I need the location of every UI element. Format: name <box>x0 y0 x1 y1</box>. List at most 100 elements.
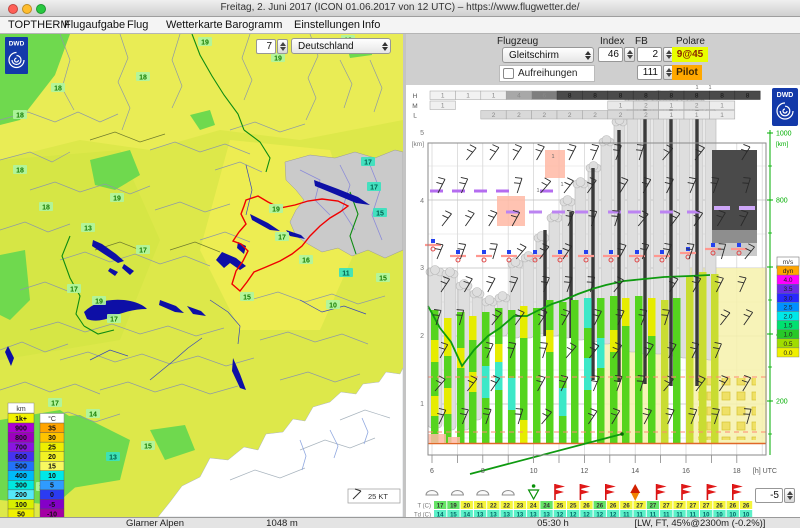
svg-text:18: 18 <box>16 168 24 175</box>
svg-text:200: 200 <box>776 399 788 406</box>
svg-text:15: 15 <box>48 464 56 471</box>
svg-text:8: 8 <box>593 93 597 100</box>
svg-text:27: 27 <box>703 504 710 510</box>
svg-text:15: 15 <box>379 276 387 283</box>
map-zoom-stepper-value[interactable]: 7 <box>256 39 276 54</box>
index-stepper[interactable] <box>624 47 635 62</box>
svg-text:27: 27 <box>676 504 683 510</box>
fb-field[interactable]: 2 <box>637 47 662 62</box>
svg-text:4: 4 <box>420 198 424 205</box>
menu-flugaufgabe[interactable]: Flugaufgabe <box>64 19 125 31</box>
svg-text:25: 25 <box>48 444 56 451</box>
svg-text:0.0: 0.0 <box>783 350 792 357</box>
pilot-badge[interactable]: Pilot <box>672 65 702 80</box>
svg-text:17: 17 <box>139 248 147 255</box>
status-duration: 05:30 h <box>513 518 593 528</box>
svg-text:800: 800 <box>15 435 27 442</box>
svg-text:1: 1 <box>708 85 711 91</box>
offset-field[interactable]: -5 <box>755 488 783 503</box>
svg-text:23: 23 <box>517 504 524 510</box>
svg-text:5: 5 <box>50 483 54 490</box>
svg-text:8: 8 <box>720 93 724 100</box>
menu-toptherm[interactable]: TOPTHERM <box>8 19 70 31</box>
svg-text:2.5: 2.5 <box>783 304 792 311</box>
aircraft-select-dropdown[interactable]: Gleitschirm <box>502 47 594 63</box>
toptherm-diagram[interactable]: 11111HML11146888888881121212222222111543… <box>406 85 800 517</box>
menu-flug[interactable]: Flug <box>127 19 148 31</box>
svg-text:800: 800 <box>776 198 788 205</box>
svg-text:3.0: 3.0 <box>783 295 792 302</box>
svg-text:25 KT: 25 KT <box>368 492 388 501</box>
thermal-map[interactable]: DWD 25 KT 191918181818181819131717191719… <box>0 34 403 517</box>
svg-text:1.0: 1.0 <box>783 332 792 339</box>
svg-text:15: 15 <box>243 295 251 302</box>
svg-text:26: 26 <box>743 504 750 510</box>
svg-text:26: 26 <box>716 504 723 510</box>
status-elevation: 1048 m <box>242 518 322 528</box>
svg-text:-5: -5 <box>49 502 55 509</box>
svg-text:6: 6 <box>430 468 434 475</box>
svg-text:1000: 1000 <box>776 131 792 138</box>
svg-text:1: 1 <box>441 93 445 100</box>
svg-text:300: 300 <box>15 483 27 490</box>
svg-text:900: 900 <box>15 425 27 432</box>
svg-text:17: 17 <box>437 504 444 510</box>
svg-text:1: 1 <box>619 103 623 110</box>
svg-text:20: 20 <box>463 504 470 510</box>
svg-text:1: 1 <box>551 154 554 160</box>
svg-text:DWD: DWD <box>9 41 25 48</box>
menu-wetterkarte[interactable]: Wetterkarte <box>166 19 223 31</box>
svg-text:25: 25 <box>557 504 564 510</box>
region-select-value: Deutschland <box>298 41 354 52</box>
svg-text:2: 2 <box>420 333 424 340</box>
svg-text:30: 30 <box>48 435 56 442</box>
offset-stepper[interactable] <box>784 488 795 503</box>
svg-text:8: 8 <box>695 93 699 100</box>
svg-text:24: 24 <box>543 504 550 510</box>
map-zoom-stepper[interactable] <box>277 39 288 54</box>
window-title: Freitag, 2. Juni 2017 (ICON 01.06.2017 v… <box>0 2 800 13</box>
content-area: DWD 25 KT 191918181818181819131717191719… <box>0 34 800 517</box>
svg-text:200: 200 <box>15 492 27 499</box>
menu-barogramm[interactable]: Barogramm <box>225 19 282 31</box>
svg-text:2: 2 <box>568 112 572 119</box>
svg-text:22: 22 <box>490 504 497 510</box>
svg-text:5: 5 <box>420 130 424 137</box>
svg-text:m/s: m/s <box>783 259 794 266</box>
svg-text:21: 21 <box>477 504 484 510</box>
svg-text:100: 100 <box>15 502 27 509</box>
svg-text:19: 19 <box>272 207 280 214</box>
pilot-count-field[interactable]: 111 <box>637 65 662 80</box>
weather-map-pane[interactable]: DWD 25 KT 191918181818181819131717191719… <box>0 34 403 517</box>
aufreihungen-checkbox[interactable] <box>503 68 514 79</box>
status-bar: Glarner Alpen 1048 m 05:30 h [LW, FT, 45… <box>0 517 800 528</box>
polare-badge[interactable]: 9@45 <box>672 47 708 62</box>
polare-label: Polare <box>676 36 705 47</box>
svg-text:14: 14 <box>89 412 97 419</box>
wind-scale-box: 25 KT <box>348 489 400 503</box>
svg-text:8: 8 <box>746 93 750 100</box>
svg-text:[km]: [km] <box>776 141 788 148</box>
index-field[interactable]: 46 <box>598 47 623 62</box>
svg-text:18: 18 <box>16 113 24 120</box>
thermal-diagram-pane: Flugzeug Index FB Polare Gleitschirm 46 … <box>406 34 800 517</box>
svg-text:10: 10 <box>329 303 337 310</box>
svg-text:26: 26 <box>729 504 736 510</box>
svg-text:2: 2 <box>644 112 648 119</box>
svg-text:27: 27 <box>690 504 697 510</box>
svg-text:17: 17 <box>51 401 59 408</box>
menu-einstellungen[interactable]: Einstellungen <box>294 19 360 31</box>
svg-text:14: 14 <box>631 468 639 475</box>
svg-text:1k+: 1k+ <box>15 416 27 423</box>
svg-text:2: 2 <box>644 103 648 110</box>
svg-text:17: 17 <box>364 160 372 167</box>
svg-text:T (C): T (C) <box>417 504 431 510</box>
svg-text:2: 2 <box>542 112 546 119</box>
svg-text:2: 2 <box>695 103 699 110</box>
region-select-dropdown[interactable]: Deutschland <box>291 38 391 54</box>
dwd-logo: DWD <box>5 37 28 74</box>
svg-text:1: 1 <box>466 93 470 100</box>
svg-text:2.0: 2.0 <box>783 314 792 321</box>
svg-text:13: 13 <box>109 455 117 462</box>
menu-info[interactable]: Info <box>362 19 380 31</box>
